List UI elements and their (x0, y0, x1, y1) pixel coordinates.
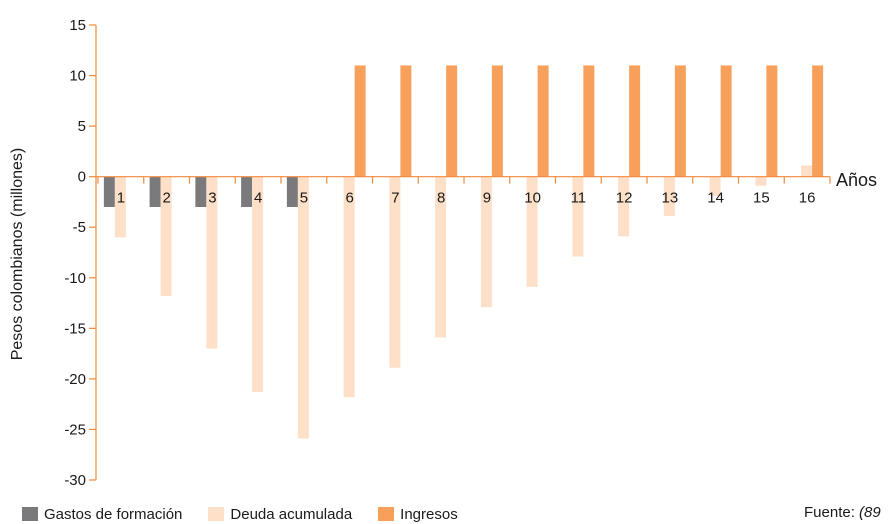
x-tick-label-10: 10 (524, 190, 541, 207)
chart: Pesos colombianos (millones) Años 151050… (9, 17, 877, 489)
x-tick-label-6: 6 (345, 190, 353, 207)
bar-s1-1 (114, 176, 126, 238)
x-axis-title: Años (836, 170, 877, 190)
x-tick-label-1: 1 (117, 190, 125, 207)
bar-s1-4 (252, 176, 264, 393)
bar-s1-14 (709, 176, 721, 196)
bar-s2-10 (537, 65, 549, 177)
bar-s1-16 (801, 165, 813, 177)
bar-s1-11 (572, 176, 584, 257)
source-label: Fuente: (804, 504, 855, 521)
bar-s2-6 (354, 65, 366, 177)
legend-item-deuda: Deuda acumulada (208, 506, 352, 523)
x-tick-label-8: 8 (437, 190, 445, 207)
bar-s2-15 (766, 65, 778, 177)
y-tick-label--10: -10 (64, 270, 86, 287)
x-tick-label-16: 16 (799, 190, 816, 207)
bar-s2-16 (812, 65, 824, 177)
y-tick-label--5: -5 (73, 219, 86, 236)
bar-s2-12 (629, 65, 641, 177)
bar-s2-8 (446, 65, 458, 177)
bar-s0-3 (195, 176, 207, 207)
x-tick-label-3: 3 (208, 190, 216, 207)
x-tick-label-12: 12 (616, 190, 633, 207)
y-tick-label--30: -30 (64, 472, 86, 489)
legend-item-gastos: Gastos de formación (22, 506, 182, 523)
legend-swatch-deuda (208, 507, 225, 521)
x-tick-label-9: 9 (483, 190, 491, 207)
bar-s0-2 (149, 176, 161, 207)
x-tick-label-2: 2 (162, 190, 170, 207)
y-tick-label-0: 0 (78, 169, 86, 186)
bar-s1-12 (618, 176, 630, 237)
legend-swatch-ingresos (378, 507, 395, 521)
y-tick-label--25: -25 (64, 421, 86, 438)
bar-s2-14 (720, 65, 732, 177)
bar-s2-7 (400, 65, 412, 177)
x-tick-label-5: 5 (300, 190, 308, 207)
x-tick-label-15: 15 (753, 190, 770, 207)
legend-swatch-gastos (22, 507, 38, 521)
bar-s1-7 (389, 176, 401, 368)
bar-s2-11 (583, 65, 595, 177)
bar-s1-5 (297, 176, 309, 439)
y-tick-label--20: -20 (64, 371, 86, 388)
y-tick-label-10: 10 (69, 68, 86, 85)
legend-label-ingresos: Ingresos (400, 505, 458, 523)
bar-s1-9 (480, 176, 492, 308)
legend-label-deuda: Deuda acumulada (230, 505, 353, 523)
legend-label-gastos: Gastos de formación (44, 505, 183, 523)
legend: Gastos de formación Deuda acumulada Ingr… (22, 504, 484, 524)
y-tick-label-5: 5 (78, 118, 86, 135)
x-tick-label-4: 4 (254, 190, 262, 207)
x-tick-label-13: 13 (662, 190, 679, 207)
bar-s1-2 (160, 176, 172, 296)
x-tick-label-7: 7 (391, 190, 399, 207)
y-tick-label-15: 15 (69, 17, 86, 34)
y-tick-label--15: -15 (64, 320, 86, 337)
x-tick-label-11: 11 (571, 190, 587, 207)
legend-item-ingresos: Ingresos (378, 506, 458, 523)
bar-s0-4 (241, 176, 253, 207)
bar-s1-3 (206, 176, 218, 349)
y-axis-title: Pesos colombianos (millones) (9, 148, 26, 361)
x-tick-label-14: 14 (707, 190, 724, 207)
source-ref: (89 (859, 504, 881, 521)
bar-s0-1 (103, 176, 115, 207)
bar-s2-9 (491, 65, 503, 177)
bar-s1-10 (526, 176, 538, 287)
bar-s1-6 (343, 176, 355, 398)
bar-s1-8 (435, 176, 447, 338)
source-note: Fuente: (89 (804, 504, 881, 521)
bar-s0-5 (286, 176, 298, 207)
bar-s1-13 (663, 176, 675, 217)
bar-s1-15 (755, 176, 767, 186)
bar-s2-13 (674, 65, 686, 177)
